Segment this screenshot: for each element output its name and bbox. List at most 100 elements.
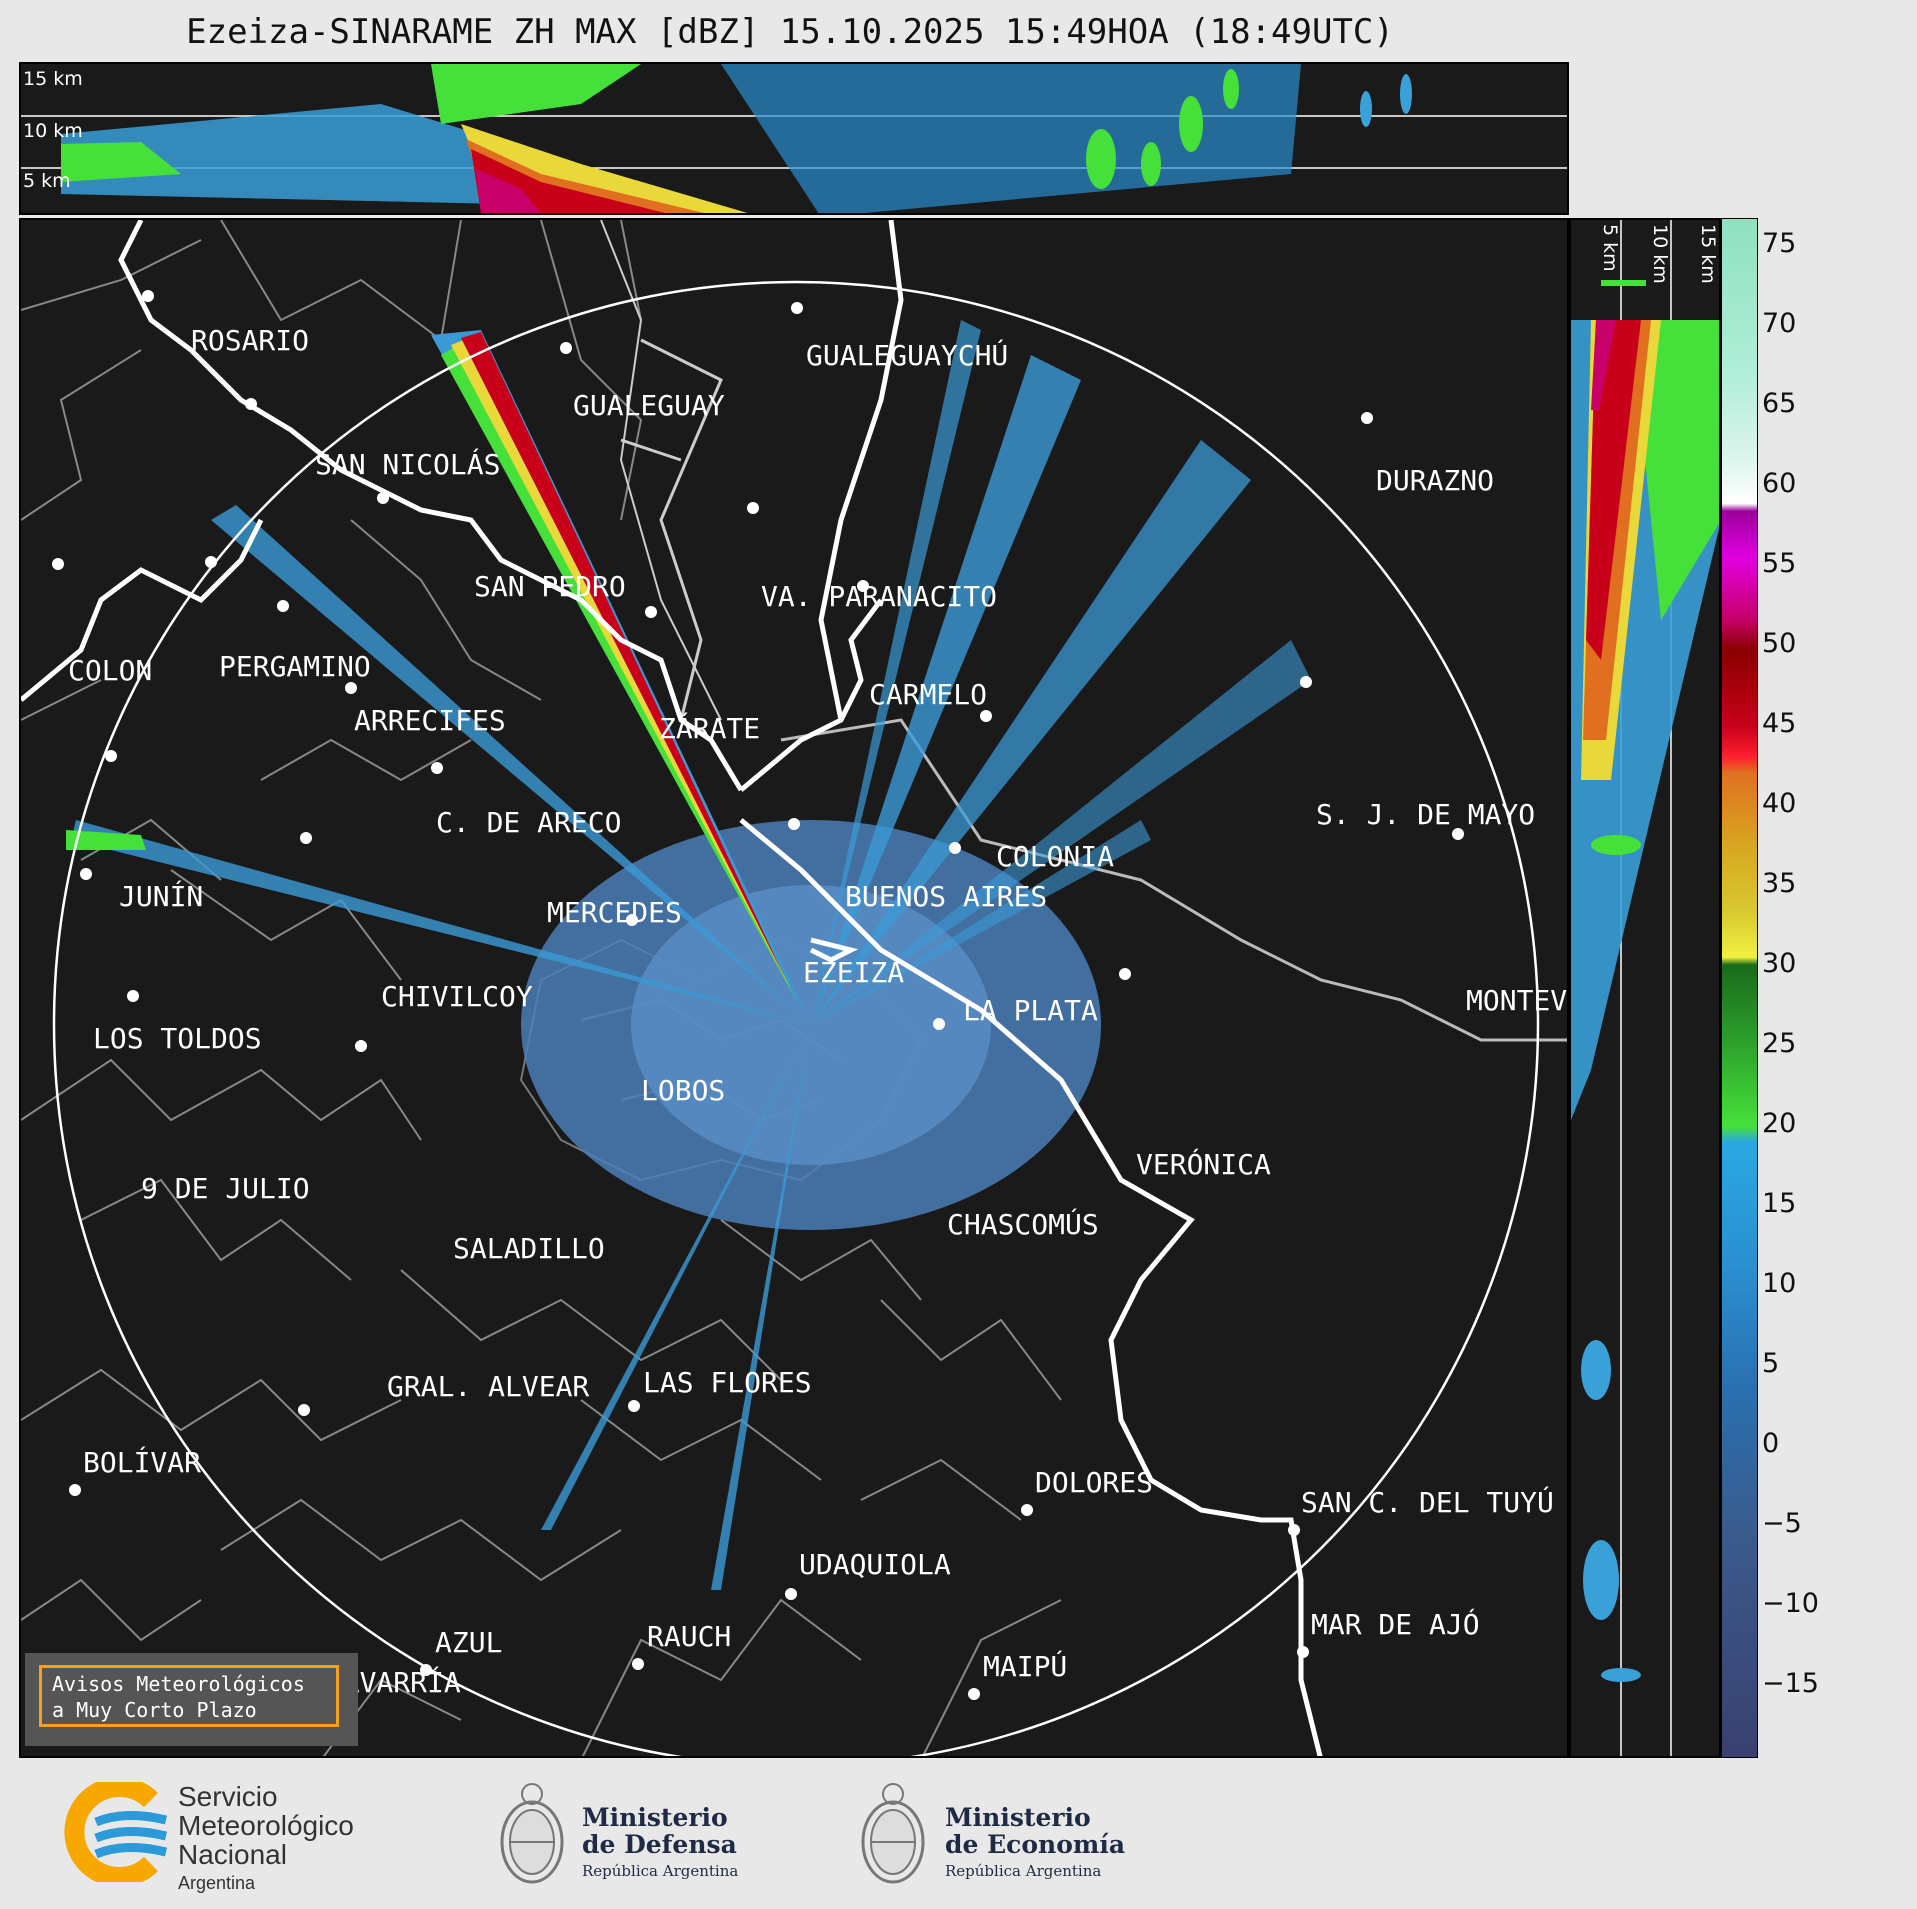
colorbar-tick: 25 bbox=[1762, 1028, 1797, 1059]
city-label-la-plata: LA PLATA bbox=[963, 994, 1098, 1027]
city-dot bbox=[127, 990, 139, 1002]
city-label-colonia: COLONIA bbox=[996, 840, 1114, 873]
defensa-line-1: Ministerio bbox=[582, 1803, 728, 1832]
city-dot bbox=[747, 502, 759, 514]
city-dot bbox=[377, 492, 389, 504]
city-label-gral-alvear: GRAL. ALVEAR bbox=[387, 1370, 589, 1403]
city-label-saladillo: SALADILLO bbox=[453, 1232, 605, 1265]
alt-label-5km: 5 km bbox=[23, 170, 71, 192]
city-label-mercedes: MERCEDES bbox=[547, 896, 682, 929]
reflectivity-echoes bbox=[66, 320, 1311, 1590]
city-dot bbox=[949, 842, 961, 854]
city-dot bbox=[628, 1400, 640, 1412]
echo-green-top bbox=[431, 64, 641, 124]
echo-right-spread bbox=[721, 64, 1301, 213]
alt-label-15km: 15 km bbox=[23, 68, 83, 90]
city-dot bbox=[205, 556, 217, 568]
city-label-9-de-julio: 9 DE JULIO bbox=[141, 1172, 310, 1205]
top-cross-section-svg bbox=[21, 64, 1567, 213]
defensa-logo-text: Ministerio de Defensa República Argentin… bbox=[582, 1804, 738, 1885]
city-dot bbox=[968, 1688, 980, 1700]
side-echo-green bbox=[1631, 320, 1719, 620]
side-cross-section-panel: 5 km 10 km 15 km bbox=[1569, 218, 1721, 1758]
colorbar-tick: 10 bbox=[1762, 1268, 1797, 1299]
echo-cell-4 bbox=[1141, 142, 1161, 186]
city-dot bbox=[142, 290, 154, 302]
city-label-durazno: DURAZNO bbox=[1376, 464, 1494, 497]
colorbar-tick: 55 bbox=[1762, 548, 1797, 579]
alert-line-2: a Muy Corto Plazo bbox=[52, 1698, 257, 1722]
city-label-colon: COLON bbox=[68, 654, 152, 687]
side-echo-cell-4 bbox=[1601, 1668, 1641, 1682]
dbz-colorbar bbox=[1721, 218, 1758, 1758]
city-label-san-c-del-tuyu: SAN C. DEL TUYÚ bbox=[1301, 1485, 1554, 1519]
colorbar-tick: 5 bbox=[1762, 1348, 1780, 1379]
defensa-coat-of-arms-icon bbox=[500, 1783, 564, 1884]
colorbar-tick: 35 bbox=[1762, 868, 1797, 899]
city-label-las-flores: LAS FLORES bbox=[643, 1366, 812, 1399]
city-label-lobos: LOBOS bbox=[641, 1074, 725, 1107]
city-label-rauch: RAUCH bbox=[647, 1620, 731, 1653]
smn-line-1: Servicio bbox=[178, 1781, 278, 1812]
city-label-montevideo: MONTEV bbox=[1466, 984, 1567, 1017]
city-label-junin: JUNÍN bbox=[119, 879, 203, 913]
side-alt-label-10km: 10 km bbox=[1649, 224, 1671, 284]
coastlines bbox=[21, 220, 1323, 1756]
colorbar-tick: 75 bbox=[1762, 228, 1797, 259]
colorbar-tick: −10 bbox=[1762, 1588, 1819, 1619]
colorbar-tick: 20 bbox=[1762, 1108, 1797, 1139]
city-dot bbox=[105, 750, 117, 762]
economia-line-3: República Argentina bbox=[945, 1862, 1102, 1880]
alert-box[interactable]: Avisos Meteorológicos a Muy Corto Plazo bbox=[25, 1653, 358, 1746]
smn-logo-icon bbox=[64, 1782, 168, 1882]
side-echo-cell-3 bbox=[1583, 1540, 1619, 1620]
echo-green-left bbox=[61, 142, 181, 182]
city-dot bbox=[980, 710, 992, 722]
echo-cell-5 bbox=[1360, 91, 1372, 127]
alert-box-frame[interactable]: Avisos Meteorológicos a Muy Corto Plazo bbox=[39, 1665, 339, 1727]
alt-label-10km: 10 km bbox=[23, 120, 83, 142]
city-label-maipu: MAIPÚ bbox=[983, 1649, 1067, 1683]
smn-line-4: Argentina bbox=[178, 1873, 256, 1893]
defensa-line-3: República Argentina bbox=[582, 1862, 739, 1880]
side-cross-section-svg bbox=[1571, 220, 1719, 1756]
city-dot bbox=[785, 1588, 797, 1600]
colorbar-tick: 65 bbox=[1762, 388, 1797, 419]
colorbar-tick: 45 bbox=[1762, 708, 1797, 739]
city-dot bbox=[277, 600, 289, 612]
top-cross-section-panel: 15 km 10 km 5 km bbox=[19, 62, 1569, 215]
side-echo-top bbox=[1601, 280, 1646, 286]
city-label-carmelo: CARMELO bbox=[869, 678, 987, 711]
colorbar-tick: 50 bbox=[1762, 628, 1797, 659]
city-label-gualeguay: GUALEGUAY bbox=[573, 389, 725, 422]
colorbar-tick: −5 bbox=[1762, 1508, 1802, 1539]
city-label-buenos-aires: BUENOS AIRES bbox=[845, 880, 1047, 913]
city-dot bbox=[52, 558, 64, 570]
economia-line-1: Ministerio bbox=[945, 1803, 1091, 1832]
echo-magenta bbox=[476, 169, 541, 213]
city-markers bbox=[52, 290, 1464, 1716]
city-dot bbox=[1300, 676, 1312, 688]
side-echo-cell-2 bbox=[1581, 1340, 1611, 1400]
colorbar-tick: 30 bbox=[1762, 948, 1797, 979]
city-label-zarate: ZÁRATE bbox=[659, 711, 760, 745]
city-label-rosario: ROSARIO bbox=[191, 324, 309, 357]
economia-logo-text: Ministerio de Economía República Argenti… bbox=[945, 1804, 1125, 1885]
side-echo-cell-1 bbox=[1591, 835, 1641, 855]
smn-line-2: Meteorológico bbox=[178, 1810, 354, 1841]
colorbar-tick: 40 bbox=[1762, 788, 1797, 819]
city-dot bbox=[1288, 1524, 1300, 1536]
colorbar-tick: −15 bbox=[1762, 1668, 1819, 1699]
range-ring bbox=[52, 280, 1540, 1756]
economia-coat-of-arms-icon bbox=[861, 1783, 925, 1884]
city-label-arrecifes: ARRECIFES bbox=[354, 704, 506, 737]
radar-map-panel[interactable]: ROSARIO GUALEGUAYCHÚ GUALEGUAY SAN NICOL… bbox=[19, 218, 1569, 1758]
city-dot bbox=[355, 1040, 367, 1052]
colorbar-tick: 0 bbox=[1762, 1428, 1780, 1459]
echo-cell-6 bbox=[1400, 74, 1412, 114]
echo-cell-2 bbox=[1223, 69, 1239, 109]
page-title: Ezeiza-SINARAME ZH MAX [dBZ] 15.10.2025 … bbox=[186, 12, 1394, 52]
city-dot bbox=[788, 818, 800, 830]
city-label-udaquiola: UDAQUIOLA bbox=[799, 1548, 951, 1581]
city-dot bbox=[933, 1018, 945, 1030]
